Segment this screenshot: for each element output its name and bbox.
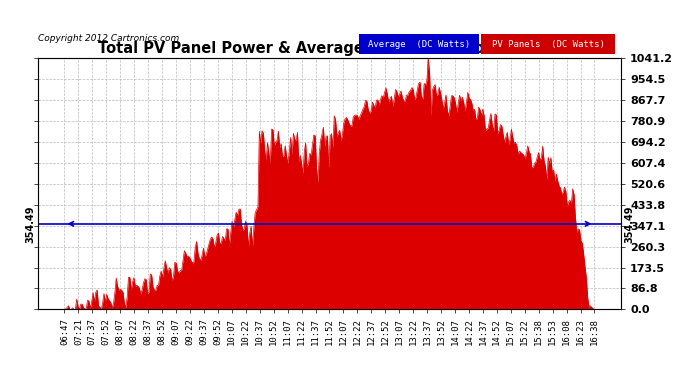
Text: PV Panels  (DC Watts): PV Panels (DC Watts) xyxy=(491,40,604,49)
Text: 354.49: 354.49 xyxy=(624,205,634,243)
Title: Total PV Panel Power & Average Power Thu Nov 8 16:40: Total PV Panel Power & Average Power Thu… xyxy=(98,40,561,56)
Text: 354.49: 354.49 xyxy=(25,205,35,243)
Text: Average  (DC Watts): Average (DC Watts) xyxy=(368,40,470,49)
Text: Copyright 2012 Cartronics.com: Copyright 2012 Cartronics.com xyxy=(38,34,179,43)
